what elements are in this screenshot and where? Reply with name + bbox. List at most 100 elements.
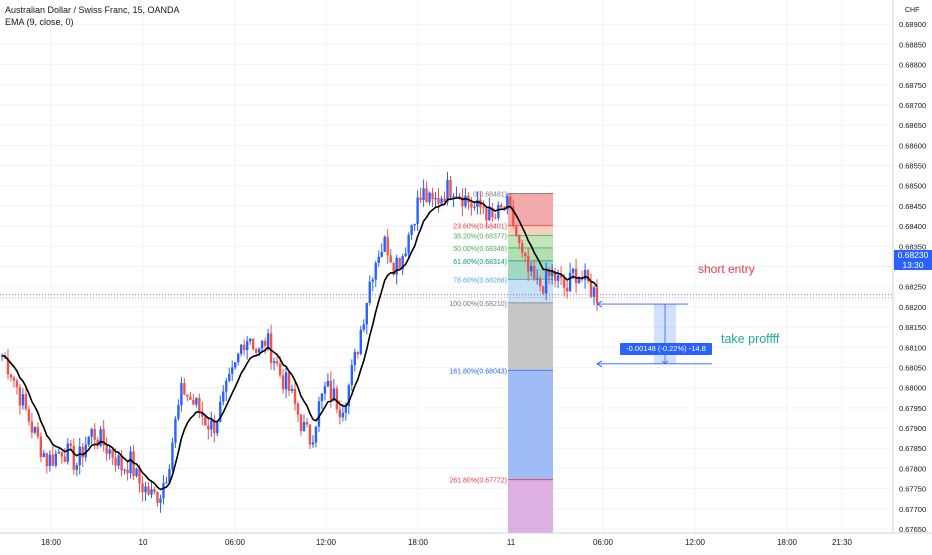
- symbol-title[interactable]: Australian Dollar / Swiss Franc, 15, OAN…: [5, 5, 180, 15]
- candle-body: [308, 424, 312, 445]
- candle-body: [177, 405, 180, 419]
- candle-body: [419, 197, 422, 201]
- y-tick-label: 0.68450: [899, 202, 926, 211]
- candle-body: [586, 270, 590, 282]
- candle-body: [344, 406, 348, 413]
- candle-body: [57, 452, 61, 454]
- fib-level-label: 161.80%(0.68043): [449, 368, 507, 375]
- candle-body: [18, 387, 22, 406]
- y-tick-label: 0.68350: [899, 242, 926, 251]
- y-tick-label: 0.67900: [899, 424, 926, 433]
- candle-body: [239, 344, 243, 354]
- candle-body: [284, 372, 288, 390]
- candle-body: [446, 179, 449, 203]
- candle-body: [401, 256, 404, 270]
- x-tick-label: 18:00: [777, 538, 798, 547]
- candle-body: [476, 199, 479, 207]
- candle-body: [245, 341, 249, 351]
- candle-body: [488, 207, 491, 221]
- short-entry-note[interactable]: short entry: [698, 262, 755, 276]
- take-profit-note[interactable]: take proffff: [721, 332, 780, 346]
- candle-body: [365, 302, 368, 325]
- candle-body: [338, 409, 342, 418]
- candle-body: [9, 374, 13, 378]
- candle-body: [524, 252, 527, 257]
- candle-body: [138, 468, 141, 484]
- candle-body: [174, 418, 177, 443]
- candle-body: [260, 340, 264, 349]
- candle-body: [458, 196, 461, 198]
- y-tick-label: 0.67850: [899, 444, 926, 453]
- y-tick-label: 0.67700: [899, 505, 926, 514]
- fib-level-label: 100.00%(0.68210): [449, 301, 507, 308]
- candle-body: [320, 393, 324, 402]
- candle-body: [494, 217, 497, 219]
- indicator-label[interactable]: EMA (9, close, 0): [5, 17, 74, 27]
- candle-body: [521, 243, 524, 253]
- overlay[interactable]: [0, 294, 893, 368]
- candle-body: [123, 469, 126, 471]
- candle-body: [216, 421, 219, 434]
- candle-body: [371, 279, 374, 282]
- y-tick-label: 0.68900: [899, 20, 926, 29]
- candle-body: [544, 269, 548, 294]
- candle-body: [425, 188, 428, 203]
- candle-body: [171, 442, 174, 470]
- candle-body: [60, 452, 63, 457]
- y-tick-label: 0.67950: [899, 404, 926, 413]
- fib-band: [508, 302, 553, 371]
- candle-body: [210, 420, 213, 430]
- candle-body: [299, 414, 303, 432]
- candle-body: [347, 385, 351, 407]
- y-tick-label: 0.68400: [899, 222, 926, 231]
- take-profit-arrowhead: [596, 360, 603, 368]
- x-tick-label: 12:00: [316, 538, 337, 547]
- candles[interactable]: [0, 171, 599, 513]
- axis-currency: CHF: [905, 7, 920, 14]
- candle-body: [583, 270, 587, 280]
- candle-body: [416, 197, 419, 224]
- candle-body: [577, 278, 581, 284]
- fib-band: [508, 225, 553, 236]
- candle-body: [290, 388, 294, 391]
- candle-body: [72, 445, 75, 470]
- candle-body: [248, 338, 252, 342]
- candle-body: [404, 253, 407, 257]
- candle-body: [296, 403, 300, 415]
- candle-body: [350, 365, 354, 386]
- candle-body: [90, 428, 93, 437]
- x-tick-label: 18:00: [408, 538, 429, 547]
- fib-level-label: 78.60%(0.68268): [453, 277, 507, 284]
- candle-body: [407, 234, 410, 254]
- candle-body: [180, 383, 183, 406]
- candle-body: [386, 236, 389, 256]
- candle-body: [81, 446, 84, 458]
- candle-body: [470, 202, 473, 208]
- candle-body: [533, 265, 536, 280]
- fib-level-label: 61.80%(0.68314): [453, 259, 507, 266]
- candle-body: [473, 206, 476, 208]
- candle-body: [129, 451, 132, 474]
- candle-body: [530, 265, 533, 272]
- candle-body: [571, 268, 575, 273]
- candle-body: [141, 483, 144, 493]
- ema-path: [1, 196, 598, 491]
- candle-body: [305, 422, 309, 425]
- candle-body: [509, 196, 512, 207]
- candle-body: [192, 399, 195, 405]
- y-tick-label: 0.67800: [899, 464, 926, 473]
- candle-body: [33, 427, 37, 433]
- candle-body: [105, 445, 108, 454]
- candle-body: [410, 225, 413, 235]
- candle-body: [266, 333, 270, 346]
- y-tick-label: 0.68500: [899, 182, 926, 191]
- candle-body: [6, 358, 10, 375]
- fib-retracement[interactable]: 0(0.68481) 23.60%(0.68401) 38.20%(0.68377)…: [449, 191, 553, 533]
- candle-body: [497, 204, 500, 219]
- candle-body: [42, 453, 46, 458]
- x-tick-label: 21:30: [832, 538, 853, 547]
- candle-body: [219, 401, 222, 422]
